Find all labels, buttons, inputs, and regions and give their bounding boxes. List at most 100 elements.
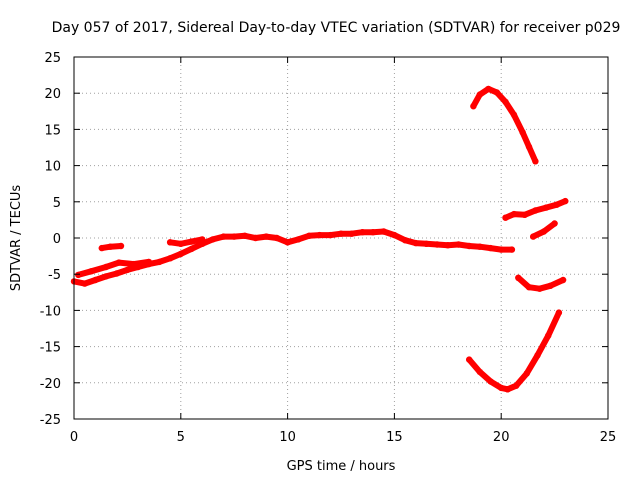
data-point	[536, 285, 543, 292]
data-point	[177, 250, 184, 258]
data-point	[263, 233, 270, 240]
data-point	[252, 234, 259, 242]
data-point	[102, 263, 110, 271]
data-point	[220, 233, 227, 240]
data-point	[117, 242, 125, 250]
data-point	[498, 384, 505, 392]
data-point	[498, 246, 505, 253]
x-tick-label: 20	[493, 430, 510, 445]
data-point	[81, 280, 88, 287]
data-point	[562, 197, 569, 205]
data-point	[476, 243, 483, 250]
data-point	[530, 233, 537, 240]
data-point	[540, 228, 548, 235]
data-point	[545, 332, 552, 339]
series-layer	[70, 85, 569, 393]
data-point	[359, 229, 366, 236]
data-point	[295, 236, 302, 243]
data-point	[231, 233, 238, 240]
data-point	[559, 276, 567, 284]
data-point	[115, 259, 123, 266]
data-point	[476, 368, 483, 376]
data-point	[493, 89, 501, 96]
data-point	[102, 273, 110, 280]
data-point	[466, 356, 473, 363]
x-tick-label: 25	[600, 430, 617, 445]
y-tick-label: 20	[44, 87, 61, 102]
data-point	[412, 239, 419, 247]
chart-title: Day 057 of 2017, Sidereal Day-to-day VTE…	[52, 20, 621, 36]
data-point	[327, 231, 334, 239]
data-point	[113, 270, 120, 277]
data-point	[485, 85, 492, 93]
data-point	[513, 382, 520, 389]
data-point	[284, 239, 291, 246]
y-tick-label: -25	[40, 413, 61, 428]
data-point	[209, 236, 216, 243]
data-point	[487, 378, 494, 385]
data-point	[241, 232, 249, 239]
x-tick-label: 0	[70, 430, 78, 445]
data-point	[521, 211, 528, 218]
y-tick-label: 15	[44, 123, 61, 138]
x-tick-label: 5	[177, 430, 185, 445]
data-point	[87, 268, 95, 275]
y-tick-label: 10	[44, 160, 61, 175]
data-point	[547, 282, 554, 289]
data-point	[508, 246, 516, 253]
data-point	[92, 276, 99, 284]
data-point	[305, 232, 313, 239]
data-point	[470, 103, 477, 110]
y-tick-label: -10	[40, 304, 61, 319]
data-point	[476, 91, 483, 98]
data-point	[401, 237, 409, 244]
tick-marks	[73, 56, 609, 420]
data-point	[523, 370, 530, 377]
series-line	[466, 309, 562, 393]
data-point	[534, 352, 541, 359]
data-point	[466, 242, 473, 250]
data-point	[199, 236, 206, 243]
data-point	[515, 274, 522, 281]
series-line	[167, 236, 206, 247]
y-axis-title: SDTVAR / TECUs	[9, 185, 24, 292]
y-tick-label: 5	[53, 196, 61, 211]
data-point	[525, 143, 533, 150]
data-point	[145, 258, 152, 266]
data-point	[156, 258, 163, 266]
data-point	[532, 158, 539, 165]
y-tick-label: 0	[53, 232, 61, 247]
x-axis-title: GPS time / hours	[287, 459, 396, 474]
x-tick-label: 15	[386, 430, 403, 445]
y-tick-label: -20	[40, 377, 61, 392]
data-point	[98, 244, 106, 252]
data-point	[423, 240, 430, 247]
data-point	[348, 230, 355, 237]
data-point	[177, 240, 184, 247]
data-point	[542, 204, 550, 211]
data-point	[487, 244, 494, 252]
data-point	[273, 234, 281, 242]
data-point	[510, 210, 518, 218]
data-point	[75, 271, 82, 279]
data-point	[433, 241, 441, 248]
data-point	[130, 260, 137, 268]
data-point	[166, 255, 174, 262]
data-point	[391, 231, 398, 239]
data-point	[555, 309, 563, 316]
data-point	[380, 228, 387, 235]
data-point	[444, 242, 451, 249]
data-point	[166, 239, 174, 246]
x-tick-label: 10	[279, 430, 296, 445]
data-point	[553, 201, 560, 208]
y-tick-label: -15	[40, 341, 61, 356]
y-tick-label: -5	[48, 268, 61, 283]
data-point	[455, 241, 462, 248]
data-point	[519, 129, 526, 136]
data-point	[504, 386, 511, 393]
data-point	[502, 214, 509, 221]
data-point	[107, 243, 114, 250]
data-point	[188, 238, 195, 245]
y-tick-label: 25	[44, 51, 61, 66]
